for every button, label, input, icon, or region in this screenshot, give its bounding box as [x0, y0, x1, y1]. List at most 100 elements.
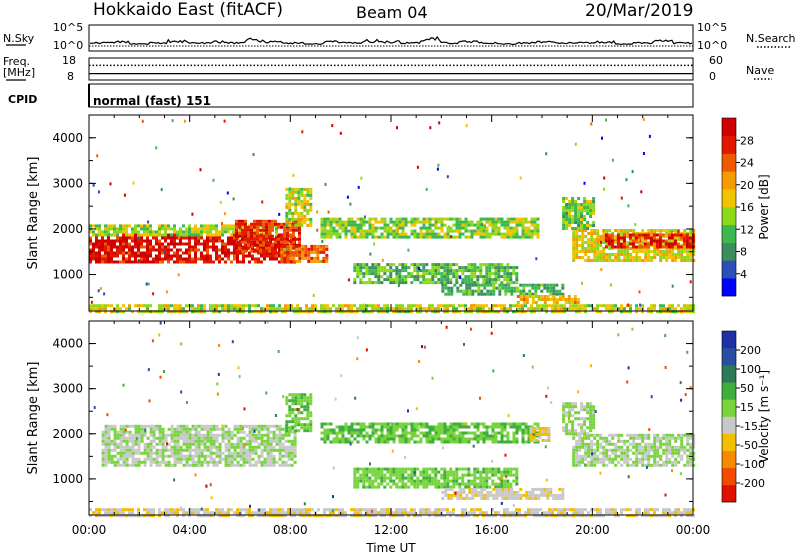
data-cell [643, 236, 647, 240]
data-cell [98, 233, 101, 237]
data-cell [113, 445, 117, 449]
data-cell [194, 451, 198, 455]
data-cell [455, 278, 459, 282]
data-cell [161, 242, 164, 246]
data-cell [268, 231, 271, 235]
data-cell [134, 460, 138, 464]
data-cell [365, 269, 369, 273]
data-cell [584, 454, 588, 458]
data-cell [179, 460, 183, 464]
data-cell [288, 190, 292, 194]
data-cell [245, 424, 249, 428]
data-cell [101, 248, 104, 252]
data-cell [492, 286, 496, 290]
data-cell [89, 230, 92, 234]
data-cell [377, 434, 381, 438]
data-cell [277, 237, 280, 241]
data-cell [524, 422, 528, 426]
data-cell [488, 223, 492, 227]
data-cell [512, 232, 516, 236]
data-cell [266, 424, 270, 428]
data-cell [125, 230, 128, 234]
data-cell [383, 223, 387, 227]
data-cell [113, 239, 116, 243]
data-cell [119, 451, 123, 455]
data-cell [269, 448, 273, 452]
data-cell [509, 467, 513, 471]
data-cell [365, 232, 369, 236]
data-cell [506, 482, 510, 486]
data-cell [398, 281, 402, 285]
data-cell [188, 233, 191, 237]
data-cell [494, 223, 498, 227]
data-cell [268, 249, 271, 253]
data-cell [578, 436, 582, 440]
data-cell [522, 298, 526, 301]
data-cell [89, 248, 92, 252]
data-cell [673, 242, 677, 246]
data-cell [503, 304, 506, 308]
data-cell [215, 230, 218, 234]
data-cell [575, 250, 579, 253]
data-cell [359, 226, 363, 230]
data-cell [341, 223, 345, 227]
data-cell [655, 239, 659, 243]
data-cell [419, 229, 423, 233]
data-cell [482, 226, 486, 230]
data-cell [215, 227, 218, 231]
data-cell [244, 243, 247, 247]
data-cell [500, 269, 504, 273]
data-cell [110, 224, 113, 228]
data-cell [218, 233, 221, 237]
data-cell [161, 304, 164, 308]
data-cell [584, 259, 588, 262]
data-cell [488, 266, 492, 270]
data-cell [224, 430, 228, 434]
data-cell [689, 232, 693, 235]
data-cell [182, 230, 185, 234]
data-cell [288, 193, 292, 197]
data-cell [614, 442, 618, 446]
data-cell [593, 457, 597, 461]
data-cell [297, 211, 301, 215]
data-cell [404, 235, 408, 239]
data-cell [233, 227, 236, 231]
data-cell [413, 422, 417, 426]
data-cell [383, 422, 387, 426]
data-cell [149, 442, 153, 446]
data-cell [395, 482, 399, 486]
data-cell [503, 470, 507, 474]
data-cell [197, 307, 200, 311]
data-cell [241, 240, 244, 244]
data-cell [593, 448, 597, 452]
data-cell [227, 427, 231, 431]
data-cell [303, 423, 307, 427]
data-cell [218, 254, 221, 258]
data-cell [619, 242, 623, 246]
data-cell [365, 281, 369, 285]
data-cell [568, 209, 572, 212]
data-cell [584, 442, 588, 446]
data-cell [552, 289, 556, 293]
data-cell [353, 431, 357, 435]
data-cell [221, 257, 224, 261]
data-cell [575, 451, 579, 455]
data-cell [494, 470, 498, 474]
data-cell [119, 427, 123, 431]
data-cell [449, 467, 453, 471]
data-cell [176, 448, 180, 452]
data-cell [485, 235, 489, 239]
data-cell [620, 250, 624, 253]
data-cell [140, 242, 143, 246]
data-cell [522, 286, 526, 290]
data-cell [568, 218, 572, 221]
data-cell [395, 220, 399, 224]
data-cell [631, 245, 635, 249]
data-cell [555, 289, 559, 293]
data-cell [257, 460, 261, 464]
data-cell [253, 222, 256, 226]
data-cell [516, 490, 520, 494]
data-cell [206, 460, 210, 464]
data-cell [353, 476, 357, 480]
